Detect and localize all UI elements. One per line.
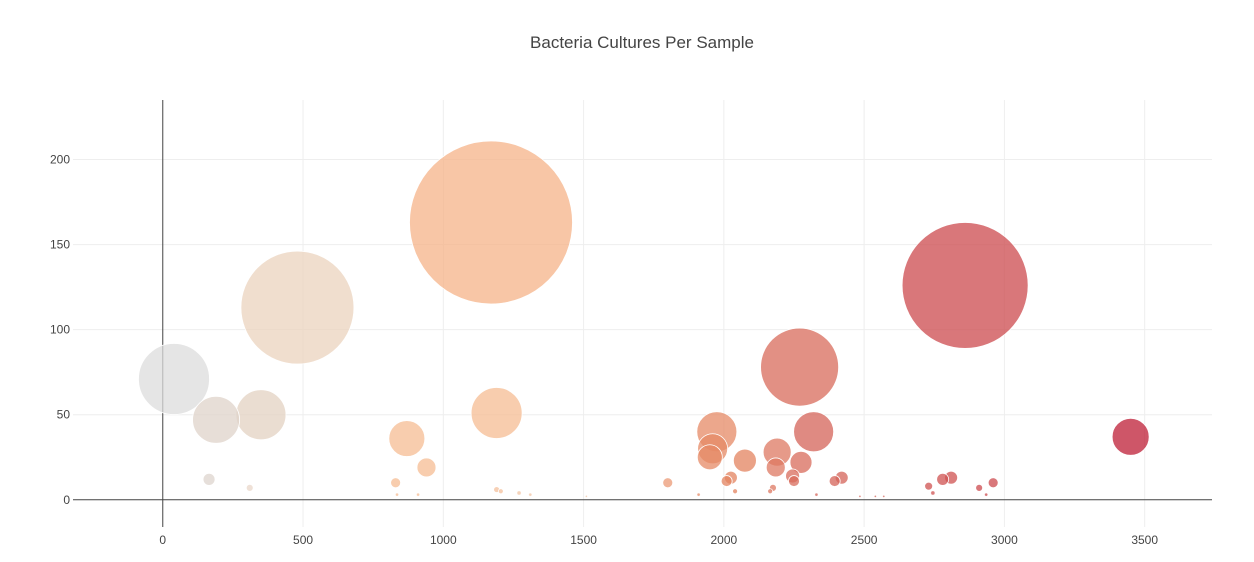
bubble-point <box>789 450 813 474</box>
x-tick-label: 1500 <box>570 533 597 547</box>
y-tick-label: 100 <box>50 323 70 337</box>
bubble-point <box>793 411 835 453</box>
chart-title: Bacteria Cultures Per Sample <box>530 33 754 52</box>
bubble-point <box>390 477 402 489</box>
bubble-point <box>409 140 573 305</box>
bubble-point <box>388 420 426 457</box>
bubble-point <box>416 457 437 478</box>
bubble-point <box>696 444 723 471</box>
x-tick-label: 500 <box>293 533 313 547</box>
bubble-point <box>585 495 588 498</box>
bubble-point <box>987 477 999 489</box>
bubble-point <box>245 483 254 492</box>
y-tick-label: 50 <box>57 408 71 422</box>
bubble-point <box>470 387 523 439</box>
bubble-point <box>235 389 287 441</box>
x-tick-label: 3500 <box>1131 533 1158 547</box>
bubble-point <box>516 490 522 496</box>
bubble-point <box>192 395 240 444</box>
bubble-point <box>882 495 885 498</box>
bubble-point <box>828 475 841 487</box>
bubble-series <box>138 140 1150 498</box>
bubble-point <box>984 493 988 497</box>
bubble-point <box>760 327 840 407</box>
y-tick-label: 200 <box>50 153 70 167</box>
bubble-point <box>936 472 950 486</box>
axes <box>73 100 1212 527</box>
y-tick-label: 150 <box>50 238 70 252</box>
y-tick-label: 0 <box>63 493 70 507</box>
bubble-point <box>924 481 934 491</box>
bubble-point <box>874 495 877 498</box>
bubble-point <box>788 475 800 487</box>
bubble-point <box>732 488 738 495</box>
bubble-point <box>930 490 936 496</box>
x-tick-label: 2000 <box>711 533 738 547</box>
bubble-point <box>528 493 532 497</box>
bubble-point <box>765 457 786 478</box>
bubble-point <box>240 250 355 365</box>
x-tick-label: 3000 <box>991 533 1018 547</box>
bubble-point <box>1111 417 1150 456</box>
bubble-point <box>732 448 757 473</box>
bubble-point <box>858 495 862 498</box>
y-axis-ticks: 0 50 100 150 200 <box>50 153 70 507</box>
bubble-point <box>767 488 774 495</box>
x-tick-label: 0 <box>159 533 166 547</box>
bubble-point <box>497 488 504 495</box>
bubble-point <box>901 222 1029 349</box>
x-axis-ticks: 0 500 1000 1500 2000 2500 3000 3500 <box>159 533 1158 547</box>
bubble-point <box>416 493 420 497</box>
bubble-point <box>814 493 819 497</box>
bubble-point <box>662 477 674 489</box>
bubble-point <box>975 483 984 492</box>
bubble-point <box>202 472 216 486</box>
bubble-point <box>395 493 399 497</box>
bubble-point <box>720 475 733 487</box>
bubble-point <box>138 343 210 415</box>
x-tick-label: 1000 <box>430 533 457 547</box>
x-tick-label: 2500 <box>851 533 878 547</box>
bubble-point <box>696 493 701 497</box>
